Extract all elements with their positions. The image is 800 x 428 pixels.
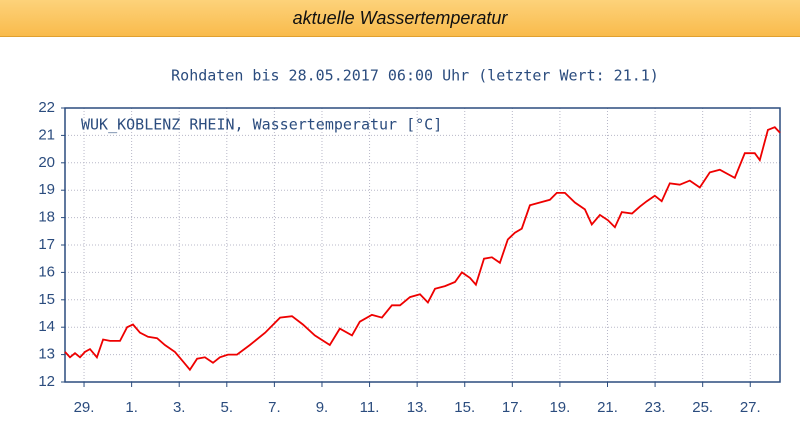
x-tick-label: 27.: [740, 399, 761, 416]
y-tick-label: 16: [38, 263, 55, 280]
y-tick-label: 17: [38, 236, 55, 253]
x-tick-label: 7.: [268, 399, 281, 416]
x-tick-label: 15.: [454, 399, 475, 416]
y-tick-label: 22: [38, 99, 55, 116]
x-tick-label: 17.: [502, 399, 523, 416]
x-tick-label: 9.: [316, 399, 329, 416]
y-tick-label: 20: [38, 154, 55, 171]
x-tick-label: 11.: [360, 399, 380, 416]
x-tick-label: 1.: [125, 399, 138, 416]
x-tick-label: 13.: [407, 399, 428, 416]
header: aktuelle Wassertemperatur: [0, 0, 800, 37]
chart-title: Rohdaten bis 28.05.2017 06:00 Uhr (letzt…: [171, 67, 659, 85]
x-tick-label: 21.: [597, 399, 618, 416]
plot-frame: [64, 107, 781, 383]
x-tick-label: 19.: [549, 399, 570, 416]
y-tick-label: 14: [38, 318, 55, 335]
x-tick-label: 25.: [692, 399, 713, 416]
x-tick-label: 23.: [645, 399, 666, 416]
y-tick-label: 15: [38, 291, 55, 308]
y-tick-label: 13: [38, 346, 55, 363]
y-tick-label: 12: [38, 373, 55, 390]
y-tick-label: 21: [38, 126, 55, 143]
y-tick-label: 18: [38, 209, 55, 226]
x-tick-label: 29.: [74, 399, 95, 416]
y-tick-label: 19: [38, 181, 55, 198]
legend-label: WUK_KOBLENZ RHEIN, Wassertemperatur [°C]: [81, 116, 442, 134]
x-tick-label: 3.: [173, 399, 186, 416]
data-line: [64, 126, 781, 372]
x-tick-label: 5.: [221, 399, 234, 416]
